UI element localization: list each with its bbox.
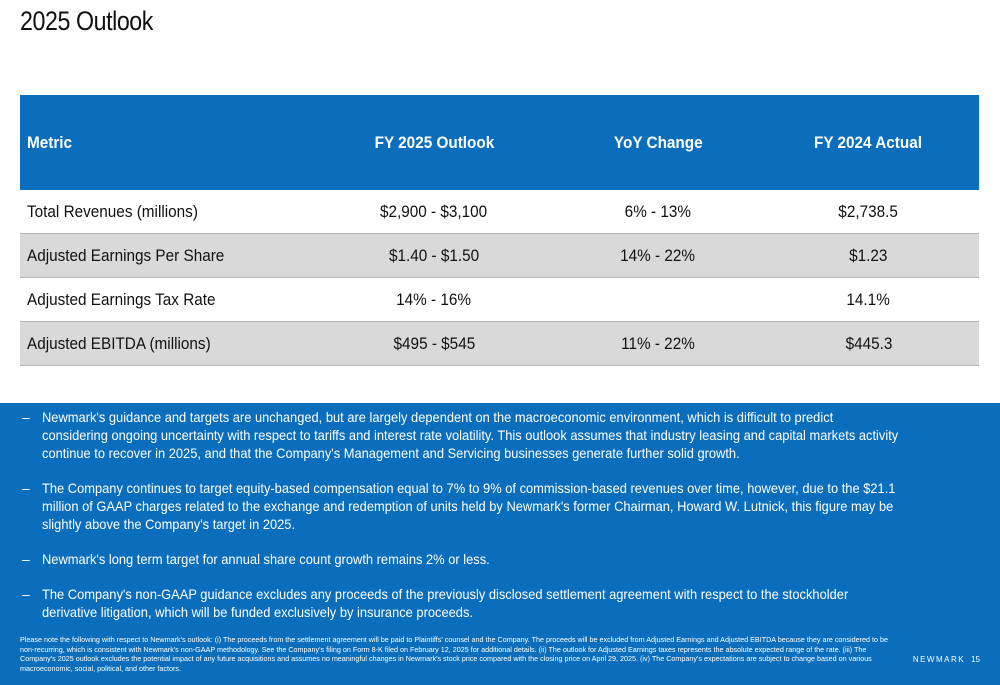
bullet-list: – Newmark's guidance and targets are unc…: [22, 408, 977, 638]
bullet-marker: –: [22, 551, 30, 567]
cell-metric: Adjusted Earnings Per Share: [27, 245, 225, 265]
table-row: Total Revenues (millions) $2,900 - $3,10…: [20, 190, 979, 234]
page-title: 2025 Outlook: [20, 6, 153, 36]
bullet-marker: –: [22, 586, 30, 602]
cell-outlook: 14% - 16%: [396, 289, 472, 309]
cell-actual: $1.23: [849, 245, 888, 265]
bullet-text: Newmark's guidance and targets are uncha…: [42, 409, 899, 461]
table-row: Adjusted Earnings Per Share $1.40 - $1.5…: [20, 234, 979, 278]
cell-yoy: 11% - 22%: [621, 333, 695, 353]
cell-yoy: 6% - 13%: [624, 201, 692, 221]
cell-outlook: $495 - $545: [393, 333, 475, 353]
list-item: – Newmark's long term target for annual …: [22, 550, 977, 568]
list-item: – The Company's non-GAAP guidance exclud…: [22, 585, 977, 621]
page-number: 15: [971, 655, 980, 664]
column-header-fy2025-outlook: FY 2025 Outlook: [374, 132, 494, 152]
column-header-yoy-change: YoY Change: [613, 132, 703, 152]
cell-yoy: [558, 290, 758, 310]
brand-logo-text: NEWMARK: [912, 655, 966, 664]
commentary-panel: – Newmark's guidance and targets are unc…: [0, 403, 1000, 685]
cell-outlook: $1.40 - $1.50: [388, 245, 480, 265]
list-item: – Newmark's guidance and targets are unc…: [22, 408, 977, 462]
bullet-text: The Company continues to target equity-b…: [42, 480, 896, 532]
bullet-text: Newmark's long term target for annual sh…: [42, 551, 490, 567]
table-row: Adjusted EBITDA (millions) $495 - $545 1…: [20, 322, 979, 366]
list-item: – The Company continues to target equity…: [22, 479, 977, 533]
cell-yoy: 14% - 22%: [620, 245, 696, 265]
footer-brand: NEWMARK 15: [913, 655, 980, 664]
bullet-marker: –: [22, 409, 30, 425]
bullet-marker: –: [22, 480, 30, 496]
cell-metric: Total Revenues (millions): [27, 201, 198, 221]
footnote: Please note the following with respect t…: [20, 635, 888, 673]
cell-actual: $445.3: [845, 333, 892, 353]
cell-actual: $2,738.5: [838, 201, 899, 221]
cell-actual: 14.1%: [846, 289, 891, 309]
bullet-text: The Company's non-GAAP guidance excludes…: [42, 586, 849, 620]
table-row: Adjusted Earnings Tax Rate 14% - 16% 14.…: [20, 278, 979, 322]
cell-outlook: $2,900 - $3,100: [380, 201, 488, 221]
cell-metric: Adjusted Earnings Tax Rate: [27, 289, 216, 309]
column-header-fy2024-actual: FY 2024 Actual: [814, 132, 923, 152]
table-header: Metric FY 2025 Outlook YoY Change FY 202…: [20, 95, 979, 190]
cell-metric: Adjusted EBITDA (millions): [27, 333, 211, 353]
outlook-table: Metric FY 2025 Outlook YoY Change FY 202…: [20, 95, 979, 366]
column-header-metric: Metric: [27, 132, 73, 152]
